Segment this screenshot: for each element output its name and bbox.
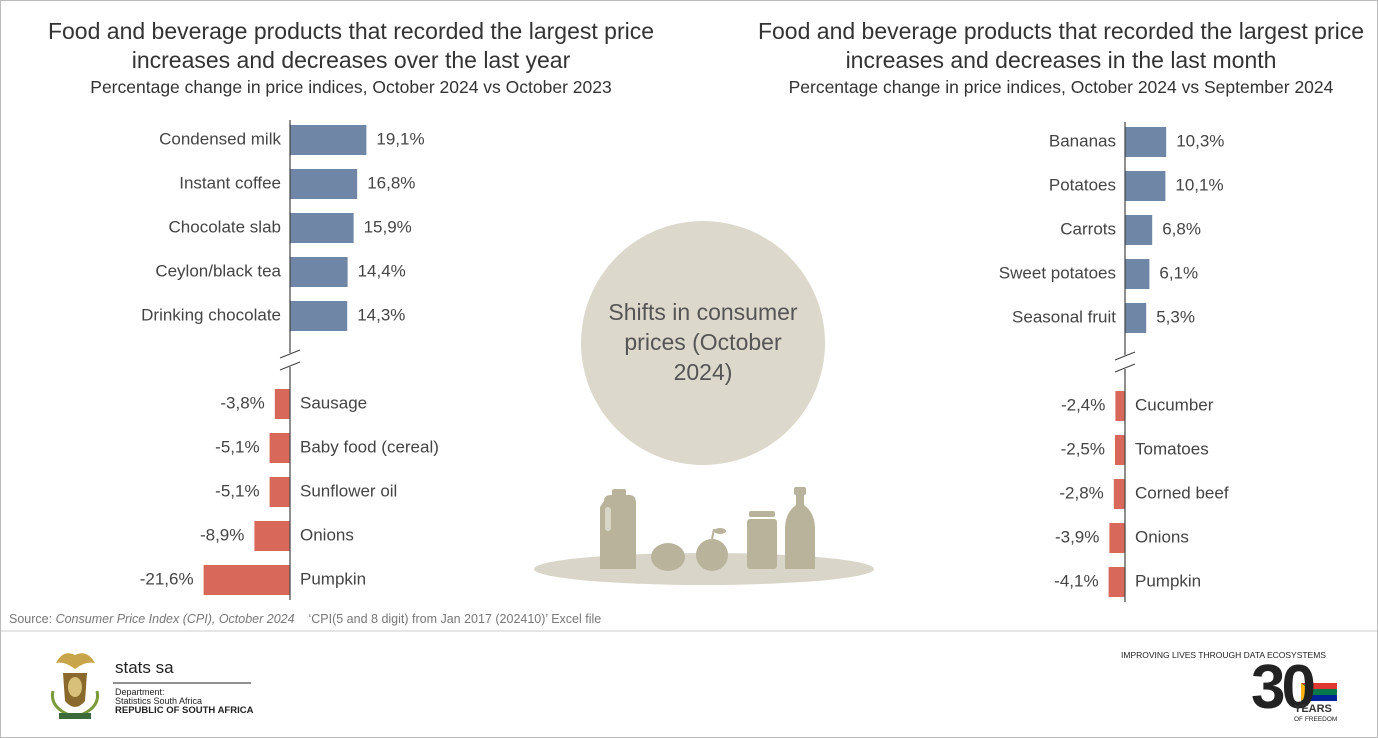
category-label: Bananas	[1049, 131, 1116, 150]
axis-break	[279, 349, 301, 359]
chart-subtitle: Percentage change in price indices, Octo…	[90, 77, 612, 97]
category-label: Pumpkin	[1135, 571, 1201, 590]
category-label: Onions	[300, 525, 354, 544]
bar	[254, 521, 290, 551]
bar	[203, 565, 290, 595]
bar	[1108, 567, 1125, 597]
category-label: Cucumber	[1135, 395, 1214, 414]
category-label: Corned beef	[1135, 483, 1229, 502]
bar	[1125, 215, 1153, 245]
source-label: Source:	[9, 612, 53, 626]
category-label: Seasonal fruit	[1012, 307, 1116, 326]
bar	[1115, 391, 1125, 421]
value-label: 6,8%	[1162, 219, 1201, 238]
value-label: -2,5%	[1061, 439, 1105, 458]
category-label: Potatoes	[1049, 175, 1116, 194]
category-label: Baby food (cereal)	[300, 437, 439, 456]
bar	[290, 125, 367, 155]
anniversary: 30	[1251, 653, 1316, 722]
organisation: Statistics South Africa	[115, 696, 203, 706]
value-label: -3,8%	[220, 393, 264, 412]
bar	[290, 213, 354, 243]
freedom: OF FREEDOM	[1294, 716, 1338, 723]
bar	[274, 389, 290, 419]
bar	[290, 169, 358, 199]
food-icons	[534, 487, 874, 585]
value-label: 15,9%	[364, 217, 412, 236]
category-label: Instant coffee	[179, 173, 281, 192]
coat-of-arms	[50, 653, 100, 719]
source-publication: Consumer Price Index (CPI), October 2024	[55, 612, 295, 626]
category-label: Chocolate slab	[169, 217, 281, 236]
bar	[1125, 171, 1166, 201]
bar	[290, 301, 348, 331]
axis-break	[279, 361, 301, 371]
center-circle	[581, 221, 825, 465]
bar	[290, 257, 348, 287]
country: REPUBLIC OF SOUTH AFRICA	[115, 705, 254, 716]
source-file: ‘CPI(5 and 8 digit) from Jan 2017 (20241…	[308, 612, 602, 626]
value-label: 10,3%	[1176, 131, 1224, 150]
axis-break	[1114, 363, 1136, 373]
value-label: 19,1%	[376, 129, 424, 148]
bar	[269, 433, 290, 463]
bar	[1125, 303, 1147, 333]
bar	[269, 477, 290, 507]
value-label: 5,3%	[1156, 307, 1195, 326]
value-label: 16,8%	[367, 173, 415, 192]
bar	[1113, 479, 1125, 509]
chart-title: Food and beverage products that recorded…	[47, 18, 655, 73]
department: Department:	[115, 687, 165, 697]
thirty-logo	[1301, 683, 1337, 701]
value-label: -5,1%	[215, 481, 259, 500]
value-label: 6,1%	[1159, 263, 1198, 282]
years: YEARS	[1294, 703, 1332, 715]
value-label: -21,6%	[140, 569, 194, 588]
category-label: Sunflower oil	[300, 481, 397, 500]
chart-subtitle: Percentage change in price indices, Octo…	[788, 77, 1334, 97]
category-label: Carrots	[1060, 219, 1116, 238]
tagline: IMPROVING LIVES THROUGH DATA ECOSYSTEMS	[1121, 650, 1326, 660]
source: Source: Consumer Price Index (CPI), Octo…	[9, 612, 601, 626]
category-label: Drinking chocolate	[141, 305, 281, 324]
value-label: -5,1%	[215, 437, 259, 456]
category-label: Sweet potatoes	[999, 263, 1116, 282]
center-label: Shifts in consumer prices (October 2024)	[608, 299, 798, 385]
bar	[1125, 259, 1150, 289]
brand: stats sa	[115, 658, 174, 677]
category-label: Pumpkin	[300, 569, 366, 588]
value-label: -8,9%	[200, 525, 244, 544]
value-label: -4,1%	[1054, 571, 1098, 590]
category-label: Onions	[1135, 527, 1189, 546]
chart-title: Food and beverage products that recorded…	[757, 18, 1365, 73]
category-label: Condensed milk	[159, 129, 281, 148]
value-label: 10,1%	[1175, 175, 1223, 194]
bar	[1109, 523, 1125, 553]
category-label: Sausage	[300, 393, 367, 412]
value-label: -2,8%	[1059, 483, 1103, 502]
value-label: 14,3%	[357, 305, 405, 324]
category-label: Tomatoes	[1135, 439, 1209, 458]
value-label: -2,4%	[1061, 395, 1105, 414]
axis-break	[1114, 351, 1136, 361]
value-label: 14,4%	[358, 261, 406, 280]
value-label: -3,9%	[1055, 527, 1099, 546]
bar	[1125, 127, 1167, 157]
bar	[1115, 435, 1125, 465]
category-label: Ceylon/black tea	[155, 261, 281, 280]
